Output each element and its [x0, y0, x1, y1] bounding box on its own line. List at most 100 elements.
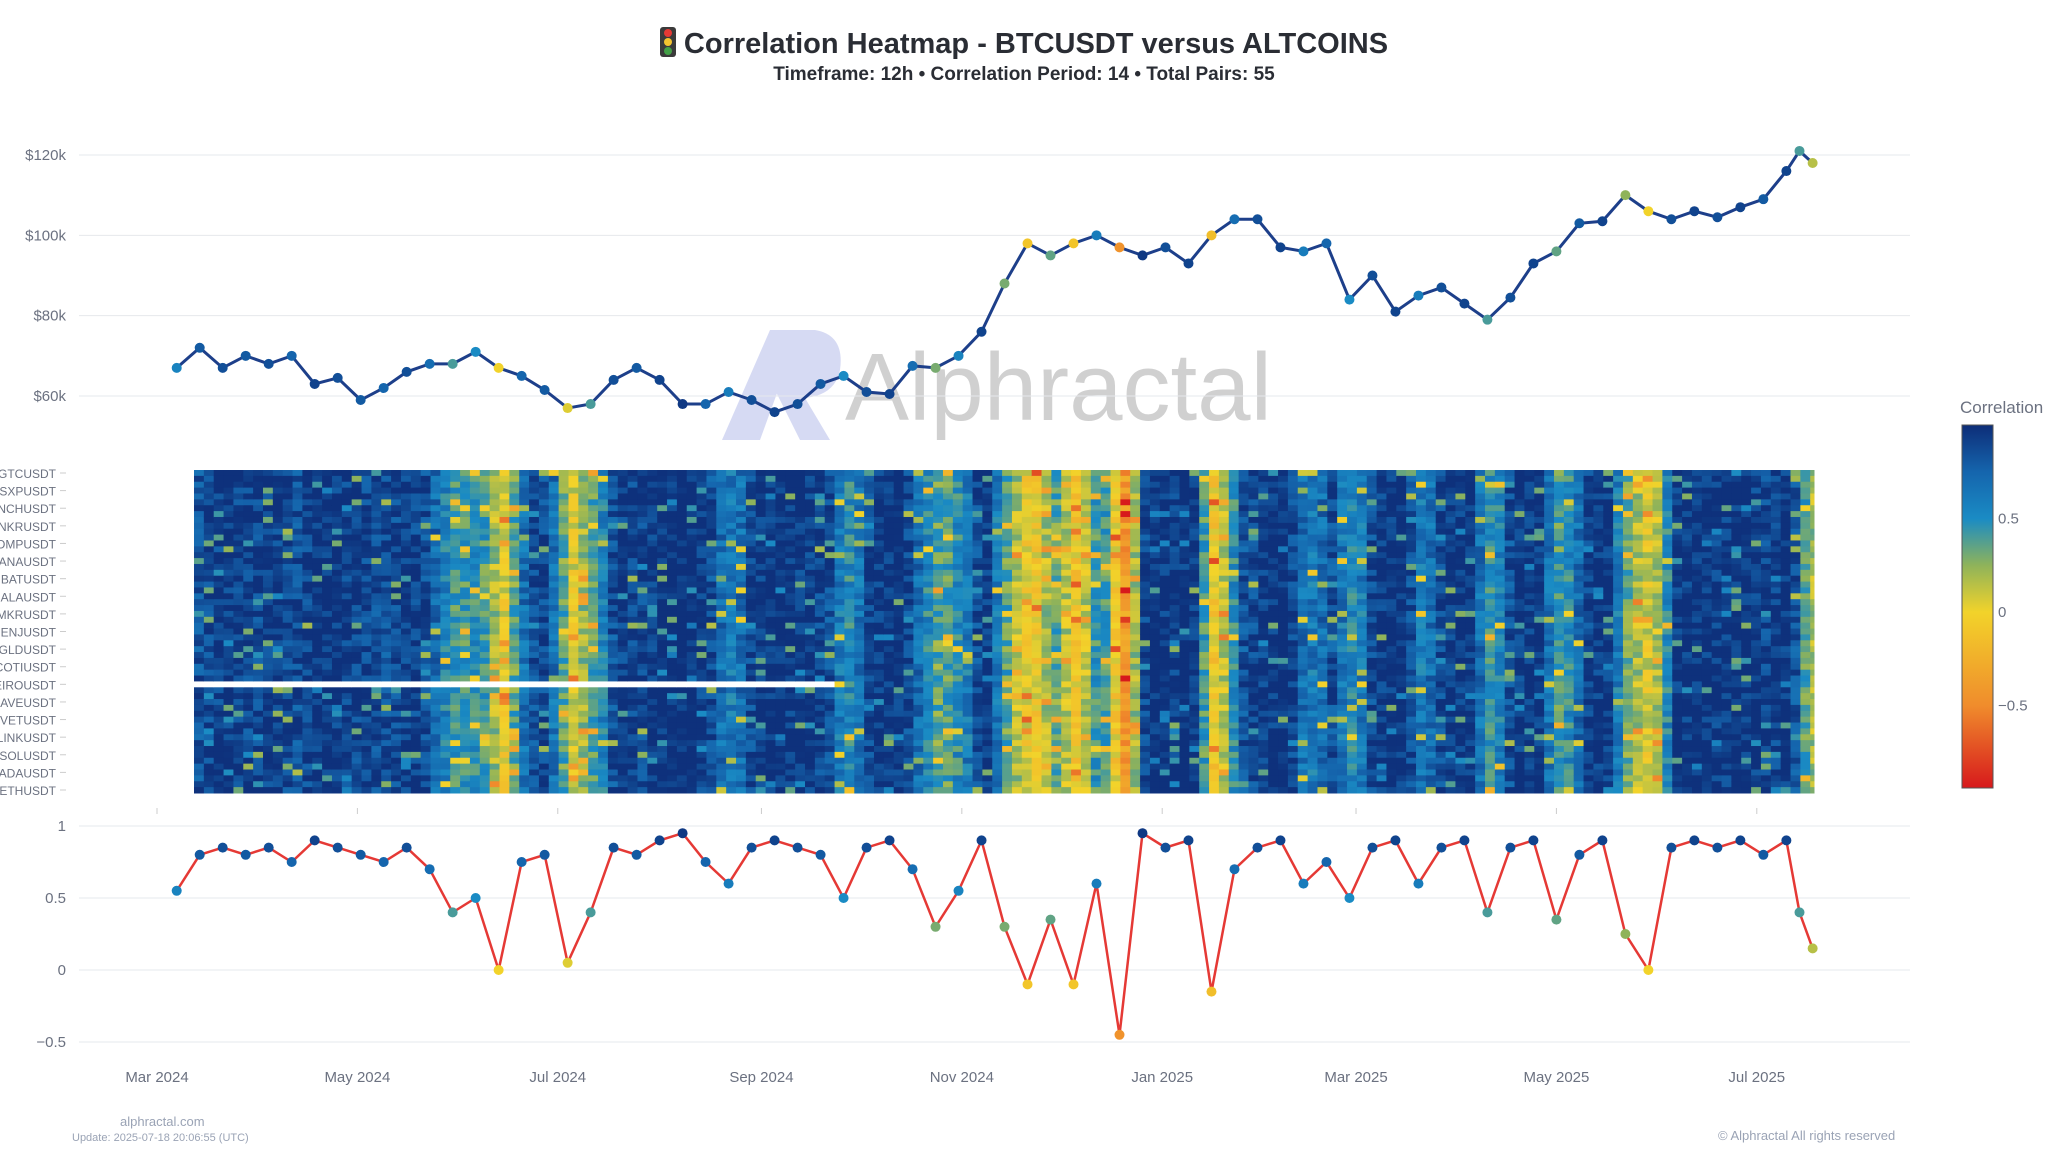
heatmap-cell [410, 493, 422, 500]
heatmap-cell [844, 599, 855, 606]
heatmap-cell [903, 622, 914, 630]
heatmap-cell [627, 687, 638, 694]
heatmap-cell [430, 640, 441, 647]
heatmap-cell [814, 716, 826, 724]
heatmap-cell [982, 746, 993, 753]
heatmap-row-label: EGLDUSDT [0, 643, 57, 657]
heatmap-cell [844, 763, 855, 771]
heatmap-cell [578, 493, 589, 500]
heatmap-cell [726, 581, 737, 588]
price-point [1436, 282, 1447, 293]
heatmap-cell [391, 746, 402, 753]
heatmap-cell [489, 634, 501, 641]
heatmap-cell [972, 610, 983, 618]
heatmap-cell [667, 493, 678, 500]
heatmap-cell [785, 663, 796, 671]
heatmap-cell [893, 558, 905, 565]
heatmap-cell [341, 522, 353, 530]
heatmap-cell [598, 687, 609, 694]
heatmap-cell [1011, 558, 1023, 565]
heatmap-cell [400, 657, 412, 665]
heatmap-cell [371, 699, 382, 706]
heatmap-cell [489, 511, 501, 518]
heatmap-cell [972, 487, 983, 494]
price-point [332, 372, 343, 383]
heatmap-cell [253, 640, 264, 647]
heatmap-cell [381, 605, 392, 612]
heatmap-cell [1021, 581, 1033, 588]
heatmap-cell [864, 781, 875, 788]
heatmap-cell [627, 481, 638, 489]
heatmap-cell [942, 599, 954, 606]
heatmap-cell [262, 569, 274, 577]
heatmap-cell [933, 640, 944, 647]
heatmap-cell [667, 481, 678, 489]
heatmap-cell [529, 622, 540, 630]
heatmap-cell [381, 728, 392, 735]
heatmap-cell [637, 734, 648, 741]
heatmap-cell [716, 622, 727, 630]
heatmap-cell [194, 499, 205, 506]
heatmap-cell [1002, 581, 1013, 588]
heatmap-cell [627, 522, 638, 530]
heatmap-cell [805, 728, 816, 735]
heatmap-cell [903, 511, 914, 518]
heatmap-cell [657, 470, 668, 477]
heatmap-cell [479, 740, 491, 747]
heatmap-cell [883, 481, 895, 489]
heatmap-cell [726, 610, 737, 618]
heatmap-cell [598, 757, 609, 765]
heatmap-cell [420, 704, 432, 712]
heatmap-cell [450, 722, 461, 729]
heatmap-cell [775, 511, 786, 518]
heatmap-cell [213, 699, 225, 706]
heatmap-cell [667, 575, 678, 583]
heatmap-cell [716, 605, 727, 612]
price-point [424, 358, 435, 369]
heatmap-cell [588, 640, 599, 647]
price-point [1390, 306, 1401, 317]
heatmap-cell [351, 740, 363, 747]
heatmap-cell [864, 605, 875, 612]
heatmap-cell [371, 505, 382, 512]
heatmap-cell [745, 640, 757, 647]
heatmap-cell [203, 746, 215, 753]
heatmap-cell [499, 511, 510, 518]
heatmap-cell [578, 558, 589, 565]
heatmap-cell [893, 681, 905, 688]
heatmap-cell [647, 575, 658, 583]
heatmap-cell [351, 499, 363, 506]
heatmap-cell [538, 593, 550, 600]
heatmap-cell [499, 699, 510, 706]
heatmap-cell [302, 751, 313, 759]
heatmap-cell [607, 599, 619, 606]
heatmap-cell [430, 516, 441, 524]
heatmap-cell [529, 769, 540, 776]
heatmap-cell [1002, 751, 1013, 759]
heatmap-cell [598, 663, 609, 671]
heatmap-cell [617, 493, 629, 500]
heatmap-cell [538, 563, 550, 571]
heatmap-cell [1021, 699, 1033, 706]
heatmap-cell [243, 734, 254, 741]
heatmap-cell [341, 669, 353, 677]
heatmap-cell [400, 740, 412, 747]
heatmap-cell [430, 470, 441, 477]
heatmap-cell [529, 487, 540, 494]
heatmap-cell [667, 699, 678, 706]
heatmap-cell [854, 522, 865, 530]
heatmap-cell [529, 616, 540, 624]
heatmap-cell [400, 534, 412, 541]
heatmap-cell [243, 704, 254, 712]
heatmap-cell [469, 593, 481, 600]
heatmap-cell [361, 605, 372, 612]
heatmap-cell [933, 775, 944, 782]
heatmap-cell [538, 487, 550, 494]
heatmap-cell [696, 775, 707, 782]
heatmap-cell [1021, 558, 1033, 565]
heatmap-cell [962, 722, 974, 729]
heatmap-cell [341, 487, 353, 494]
price-point [631, 362, 642, 373]
heatmap-cell [716, 516, 727, 524]
heatmap-cell [194, 722, 205, 729]
